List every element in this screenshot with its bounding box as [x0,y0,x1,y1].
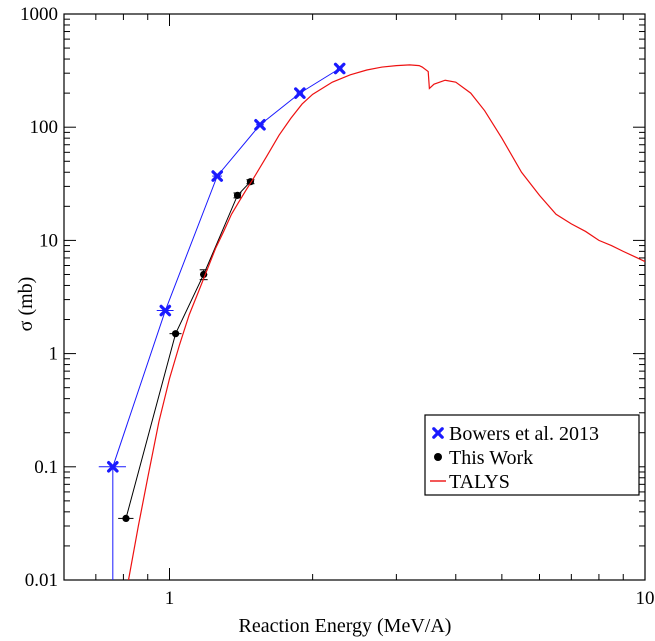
legend-marker [434,453,442,461]
marker-stroke [159,304,172,317]
data-point [254,119,266,131]
legend-item: TALYS [430,471,510,493]
y-tick-label: 0.1 [34,457,58,478]
plot-frame [63,13,646,581]
data-point [122,514,130,523]
y-axis-title: σ (mb) [15,277,37,332]
legend-box [424,414,640,496]
marker-stroke [333,62,346,75]
series-bowers-et-al-2013 [98,62,346,580]
data-point [294,87,306,99]
series-talys [127,64,645,580]
data-point [171,330,180,338]
data-point [333,62,346,75]
x-tick-label: 10 [636,588,655,609]
series-layer [98,62,645,580]
series-line [125,181,251,519]
legend-marker [432,427,444,439]
legend-label: TALYS [449,471,510,493]
y-tick-label: 1000 [20,4,58,25]
legend-label: This Work [449,447,533,469]
x-tick-label: 1 [165,588,175,609]
x-axis-title: Reaction Energy (MeV/A) [239,615,452,637]
series-this-work [118,178,255,523]
y-tick-label: 1 [49,344,59,365]
marker-stroke [254,119,266,131]
data-point [233,191,242,199]
marker-stroke [107,461,119,473]
data-point [107,461,119,473]
data-point [211,170,224,182]
y-tick-label: 10 [39,230,58,251]
legend-item: This Work [434,447,533,469]
legend-label: Bowers et al. 2013 [449,423,599,445]
y-tick-label: 0.01 [25,570,58,591]
legend-item: Bowers et al. 2013 [432,423,599,445]
marker-stroke [294,87,306,99]
marker-stroke [211,170,224,182]
y-tick-label: 100 [30,117,59,138]
plot-border [63,13,646,581]
series-line [127,64,645,580]
marker-stroke [432,427,444,439]
series-clip-group [98,62,645,580]
series-line [112,68,340,467]
data-point [159,304,172,317]
ticks-layer: 0.01 0.1 1 10 100 1000 1 10 [20,4,655,609]
